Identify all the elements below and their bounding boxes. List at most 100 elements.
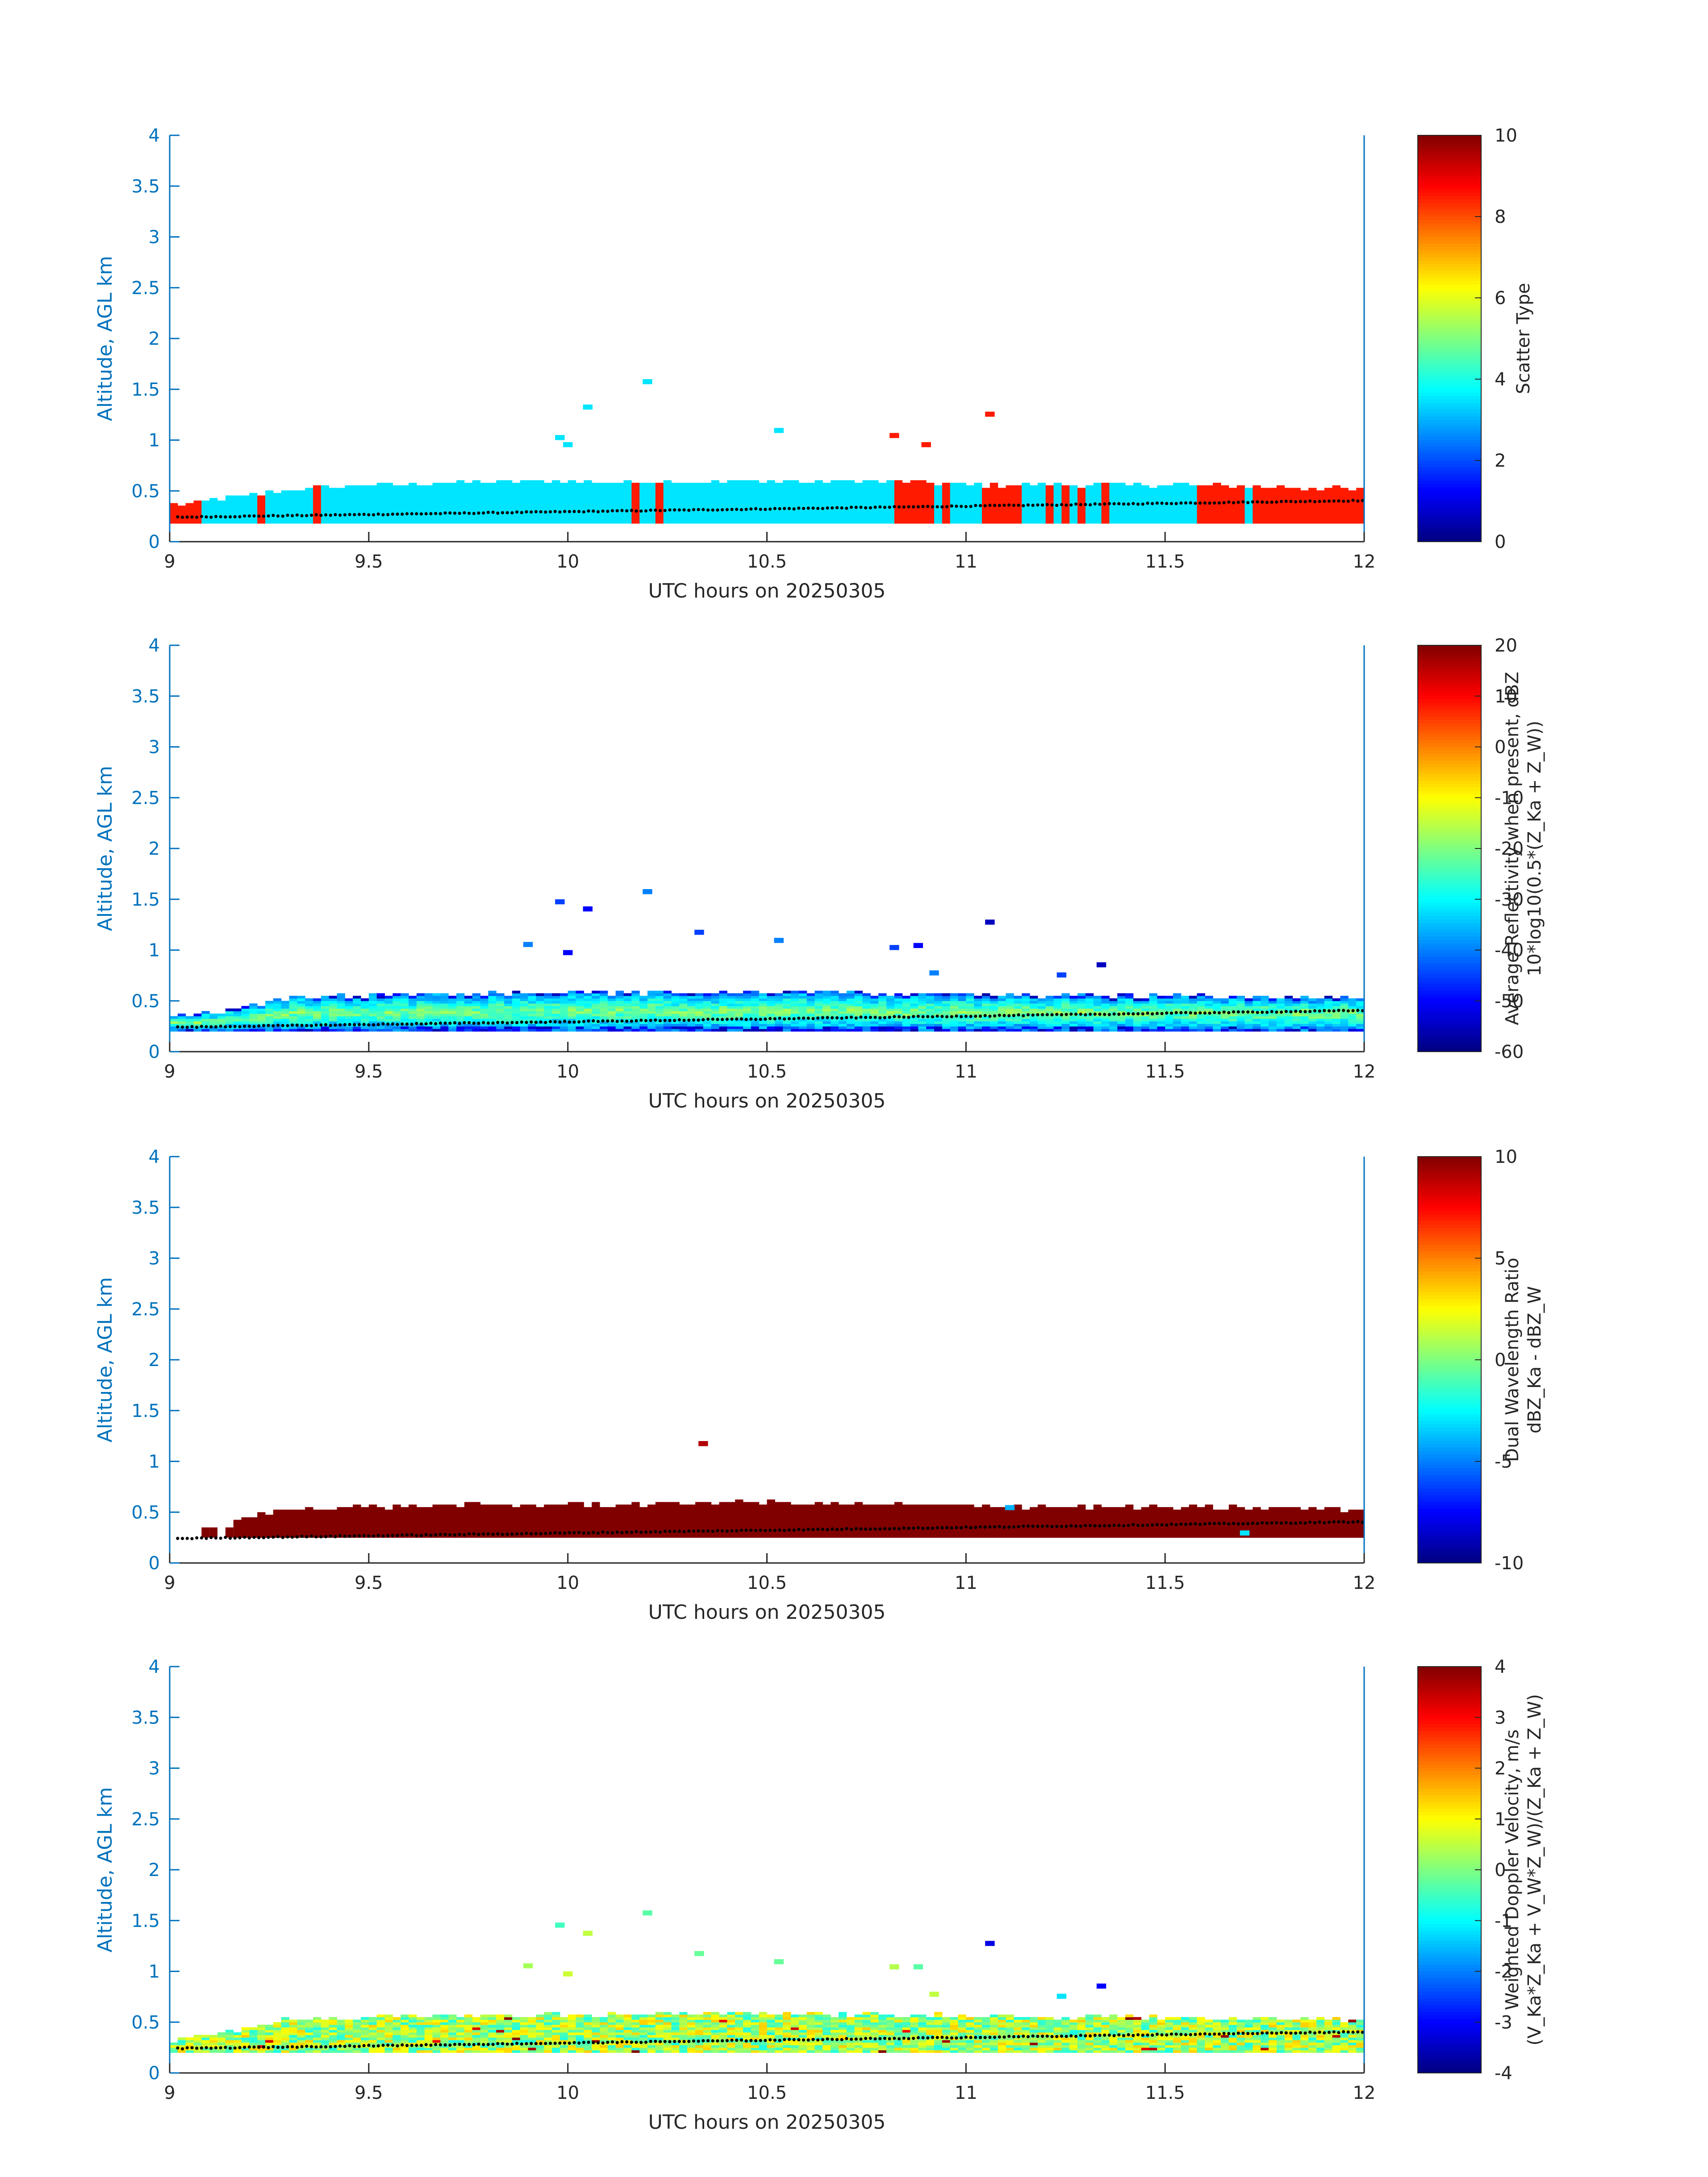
heatmap-cell: [823, 1006, 831, 1009]
heatmap-cell: [1244, 1001, 1253, 1004]
cloud-base-dot: [1026, 1013, 1030, 1016]
heatmap-cell: [353, 1026, 361, 1029]
heatmap-cell: [1236, 1019, 1245, 1022]
heatmap-cell: [743, 1016, 752, 1019]
cloud-base-dot: [663, 1019, 667, 1022]
heatmap-cell: [870, 1026, 879, 1029]
cloud-base-dot: [419, 1022, 423, 1026]
heatmap-cell: [814, 521, 823, 524]
heatmap-cell: [1053, 518, 1062, 521]
heatmap-cell: [416, 1001, 425, 1004]
heatmap-cell: [488, 485, 497, 488]
heatmap-cell: [368, 1028, 377, 1032]
heatmap-cell: [1141, 488, 1149, 491]
heatmap-cell: [934, 498, 943, 501]
heatmap-cell: [225, 521, 234, 524]
x-axis-label: UTC hours on 20250305: [648, 580, 886, 602]
heatmap-cell: [1205, 495, 1213, 498]
heatmap-cell: [1189, 998, 1197, 1001]
heatmap-cell: [528, 995, 536, 999]
cloud-base-dot: [658, 1019, 662, 1023]
heatmap-cell: [217, 1013, 226, 1016]
heatmap-cell: [615, 1006, 624, 1009]
heatmap-cell: [1173, 1016, 1182, 1019]
heatmap-cell: [1037, 500, 1046, 504]
heatmap-cell: [1022, 485, 1030, 488]
heatmap-cell: [1348, 1006, 1357, 1009]
heatmap-cell: [1189, 490, 1197, 493]
heatmap-cell: [289, 1013, 297, 1016]
heatmap-cell: [384, 1006, 393, 1009]
cloud-base-dot: [1036, 503, 1040, 507]
heatmap-cell: [448, 1024, 457, 1027]
heatmap-cell: [631, 1013, 640, 1016]
heatmap-cell: [1261, 1026, 1269, 1029]
heatmap-cell: [1053, 490, 1062, 493]
heatmap-cell: [623, 1006, 632, 1009]
heatmap-cell: [512, 998, 521, 1001]
heatmap-cell: [257, 500, 266, 504]
heatmap-cell: [814, 503, 823, 506]
heatmap-cell: [1069, 998, 1078, 1001]
heatmap-cell: [329, 1024, 337, 1027]
colorbar-segment: [1418, 436, 1481, 441]
heatmap-cell: [1197, 995, 1205, 999]
heatmap-cell: [1085, 993, 1094, 996]
heatmap-cell: [1181, 506, 1190, 509]
heatmap-cell: [1332, 1024, 1341, 1027]
heatmap-cell: [1045, 490, 1054, 493]
heatmap-cell: [687, 495, 696, 498]
heatmap-cell: [886, 513, 895, 516]
cloud-base-dot: [1045, 503, 1049, 506]
heatmap-cell: [584, 493, 592, 496]
heatmap-cell: [934, 518, 943, 521]
heatmap-cell: [177, 1013, 186, 1016]
heatmap-cell: [1253, 488, 1261, 491]
heatmap-cell: [1077, 998, 1086, 1001]
heatmap-cell: [751, 995, 760, 999]
heatmap-cell: [743, 513, 752, 516]
heatmap-cell: [926, 995, 935, 999]
heatmap-cell: [520, 500, 528, 504]
heatmap-cell: [1061, 1016, 1070, 1019]
heatmap-cell: [703, 513, 712, 516]
heatmap-cell: [679, 1026, 688, 1029]
heatmap-cell: [1356, 506, 1365, 509]
heatmap-cell: [552, 1028, 560, 1032]
heatmap-cell: [1030, 995, 1038, 999]
heatmap-cell: [353, 1013, 361, 1016]
heatmap-cell: [552, 1011, 560, 1014]
heatmap-cell: [886, 480, 895, 483]
heatmap-cell: [831, 488, 839, 491]
heatmap-cell: [1244, 518, 1253, 521]
heatmap-cell: [719, 500, 727, 504]
heatmap-cell: [759, 1001, 767, 1004]
heatmap-cell: [1244, 488, 1253, 491]
heatmap-cell: [488, 1013, 497, 1016]
heatmap-cell: [839, 1001, 847, 1004]
cloud-base-dot: [692, 508, 696, 511]
heatmap-cell: [1014, 995, 1022, 999]
cloud-base-dot: [697, 508, 700, 511]
heatmap-cell: [1037, 488, 1046, 491]
heatmap-cell: [862, 483, 871, 486]
heatmap-cell: [472, 993, 480, 996]
heatmap-cell: [878, 998, 887, 1001]
heatmap-cell: [1053, 1024, 1062, 1027]
cloud-base-dot: [673, 508, 677, 512]
heatmap-cell: [1324, 1028, 1333, 1032]
heatmap-cell: [942, 521, 951, 524]
cloud-base-dot: [1189, 501, 1192, 505]
heatmap-cell: [798, 1011, 807, 1014]
heatmap-cell: [902, 1011, 910, 1014]
heatmap-cell: [1197, 1008, 1205, 1011]
heatmap-cell: [631, 483, 640, 486]
heatmap-cell: [854, 513, 863, 516]
heatmap-cell: [615, 506, 624, 509]
heatmap-cell: [1181, 995, 1190, 999]
heatmap-cell: [806, 1006, 815, 1009]
cloud-base-dot: [845, 1016, 848, 1020]
heatmap-cell: [639, 521, 648, 524]
cloud-base-dot: [926, 1015, 930, 1019]
heatmap-cell: [401, 513, 409, 516]
